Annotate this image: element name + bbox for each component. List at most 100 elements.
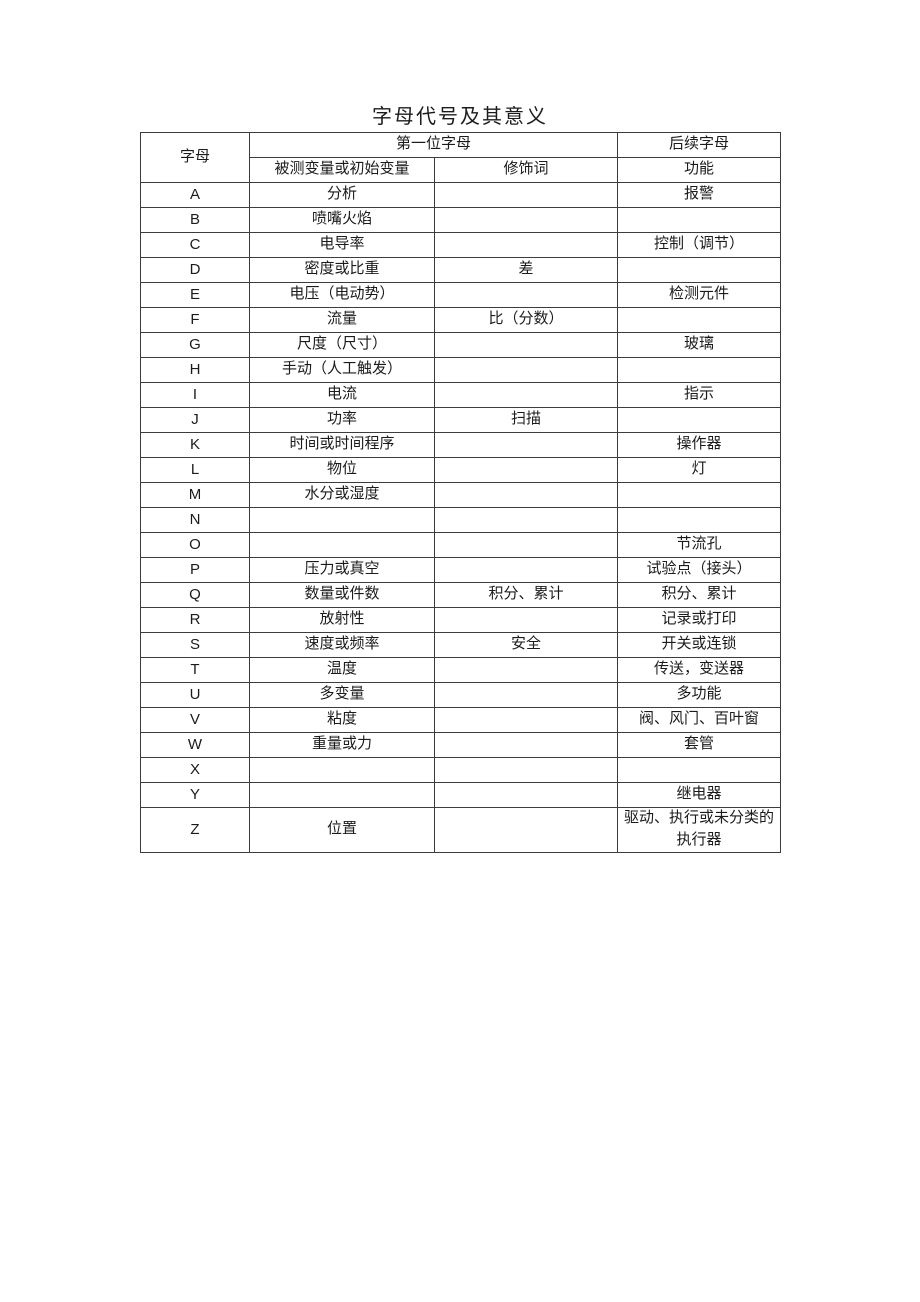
table-row: F 流量 比（分数）	[140, 307, 782, 333]
table-row: U 多变量 多功能	[140, 682, 782, 708]
cell-modifier: 安全	[433, 632, 619, 658]
cell-letter: C	[140, 232, 250, 258]
cell-letter: E	[140, 282, 250, 308]
cell-function: 开关或连锁	[617, 632, 782, 658]
cell-variable: 尺度（尺寸）	[249, 332, 435, 358]
cell-letter: K	[140, 432, 250, 458]
cell-variable	[249, 757, 435, 783]
cell-modifier	[433, 182, 619, 208]
cell-letter: T	[140, 657, 250, 683]
header-succeeding-letter-group: 后续字母	[617, 132, 782, 158]
cell-function: 积分、累计	[617, 582, 782, 608]
cell-function: 玻璃	[617, 332, 782, 358]
cell-variable: 流量	[249, 307, 435, 333]
cell-function: 驱动、执行或未分类的执行器	[617, 807, 782, 853]
cell-variable	[249, 507, 435, 533]
cell-function: 传送，变送器	[617, 657, 782, 683]
cell-letter: B	[140, 207, 250, 233]
cell-letter: F	[140, 307, 250, 333]
table-row: K 时间或时间程序 操作器	[140, 432, 782, 458]
cell-modifier	[433, 432, 619, 458]
cell-modifier	[433, 457, 619, 483]
cell-variable: 电导率	[249, 232, 435, 258]
table-row: Z 位置 驱动、执行或未分类的执行器	[140, 807, 782, 853]
cell-letter: A	[140, 182, 250, 208]
cell-modifier	[433, 357, 619, 383]
table-row: L 物位 灯	[140, 457, 782, 483]
letter-code-table: 字母 第一位字母 后续字母 被测变量或初始变量 修饰词 功能 A 分析 报警 B 喷嘴火…	[140, 132, 782, 853]
table-row: P 压力或真空 试验点（接头）	[140, 557, 782, 583]
cell-variable: 手动（人工触发）	[249, 357, 435, 383]
cell-function	[617, 407, 782, 433]
cell-function: 检测元件	[617, 282, 782, 308]
header-row-groups: 字母 第一位字母 后续字母	[140, 132, 782, 183]
table-row: Q 数量或件数 积分、累计 积分、累计	[140, 582, 782, 608]
table-row: H 手动（人工触发）	[140, 357, 782, 383]
cell-variable	[249, 532, 435, 558]
cell-variable: 多变量	[249, 682, 435, 708]
cell-function	[617, 207, 782, 233]
cell-letter: U	[140, 682, 250, 708]
cell-variable	[249, 782, 435, 808]
table-row: D 密度或比重差	[140, 257, 782, 283]
table-header: 字母 第一位字母 后续字母 被测变量或初始变量 修饰词 功能	[140, 132, 782, 183]
cell-letter: G	[140, 332, 250, 358]
cell-modifier	[433, 657, 619, 683]
cell-variable: 放射性	[249, 607, 435, 633]
header-measured-variable: 被测变量或初始变量	[249, 157, 435, 183]
cell-letter: J	[140, 407, 250, 433]
cell-letter: S	[140, 632, 250, 658]
cell-modifier	[433, 607, 619, 633]
cell-modifier	[433, 207, 619, 233]
table-row: C 电导率 控制（调节）	[140, 232, 782, 258]
cell-variable: 压力或真空	[249, 557, 435, 583]
table-row: I 电流 指示	[140, 382, 782, 408]
cell-variable: 数量或件数	[249, 582, 435, 608]
cell-modifier	[433, 532, 619, 558]
cell-modifier: 比（分数）	[433, 307, 619, 333]
cell-function: 继电器	[617, 782, 782, 808]
cell-variable: 电流	[249, 382, 435, 408]
table-row: A 分析 报警	[140, 182, 782, 208]
cell-letter: N	[140, 507, 250, 533]
cell-modifier	[433, 782, 619, 808]
cell-modifier	[433, 557, 619, 583]
table-row: S 速度或频率 安全 开关或连锁	[140, 632, 782, 658]
header-letter: 字母	[140, 132, 250, 183]
cell-function	[617, 257, 782, 283]
cell-function	[617, 307, 782, 333]
cell-variable: 速度或频率	[249, 632, 435, 658]
cell-function: 报警	[617, 182, 782, 208]
cell-variable: 物位	[249, 457, 435, 483]
table-row: M 水分或湿度	[140, 482, 782, 508]
cell-modifier: 扫描	[433, 407, 619, 433]
cell-variable: 功率	[249, 407, 435, 433]
cell-function: 灯	[617, 457, 782, 483]
cell-modifier	[433, 732, 619, 758]
table-row: J 功率 扫描	[140, 407, 782, 433]
table-row: Y 继电器	[140, 782, 782, 808]
table-row: E 电压（电动势） 检测元件	[140, 282, 782, 308]
cell-letter: L	[140, 457, 250, 483]
cell-variable: 温度	[249, 657, 435, 683]
cell-modifier	[433, 807, 619, 853]
cell-function: 多功能	[617, 682, 782, 708]
cell-modifier	[433, 382, 619, 408]
cell-letter: O	[140, 532, 250, 558]
cell-function: 阀、风门、百叶窗	[617, 707, 782, 733]
header-row-columns: 被测变量或初始变量 修饰词 功能	[141, 157, 782, 183]
table-row: R 放射性 记录或打印	[140, 607, 782, 633]
cell-variable: 重量或力	[249, 732, 435, 758]
cell-modifier	[433, 282, 619, 308]
cell-function: 试验点（接头）	[617, 557, 782, 583]
cell-letter: M	[140, 482, 250, 508]
cell-variable: 喷嘴火焰	[249, 207, 435, 233]
cell-function: 记录或打印	[617, 607, 782, 633]
cell-function: 节流孔	[617, 532, 782, 558]
cell-variable: 位置	[249, 807, 435, 853]
cell-function: 操作器	[617, 432, 782, 458]
cell-letter: P	[140, 557, 250, 583]
cell-letter: Q	[140, 582, 250, 608]
table-row: G 尺度（尺寸） 玻璃	[140, 332, 782, 358]
